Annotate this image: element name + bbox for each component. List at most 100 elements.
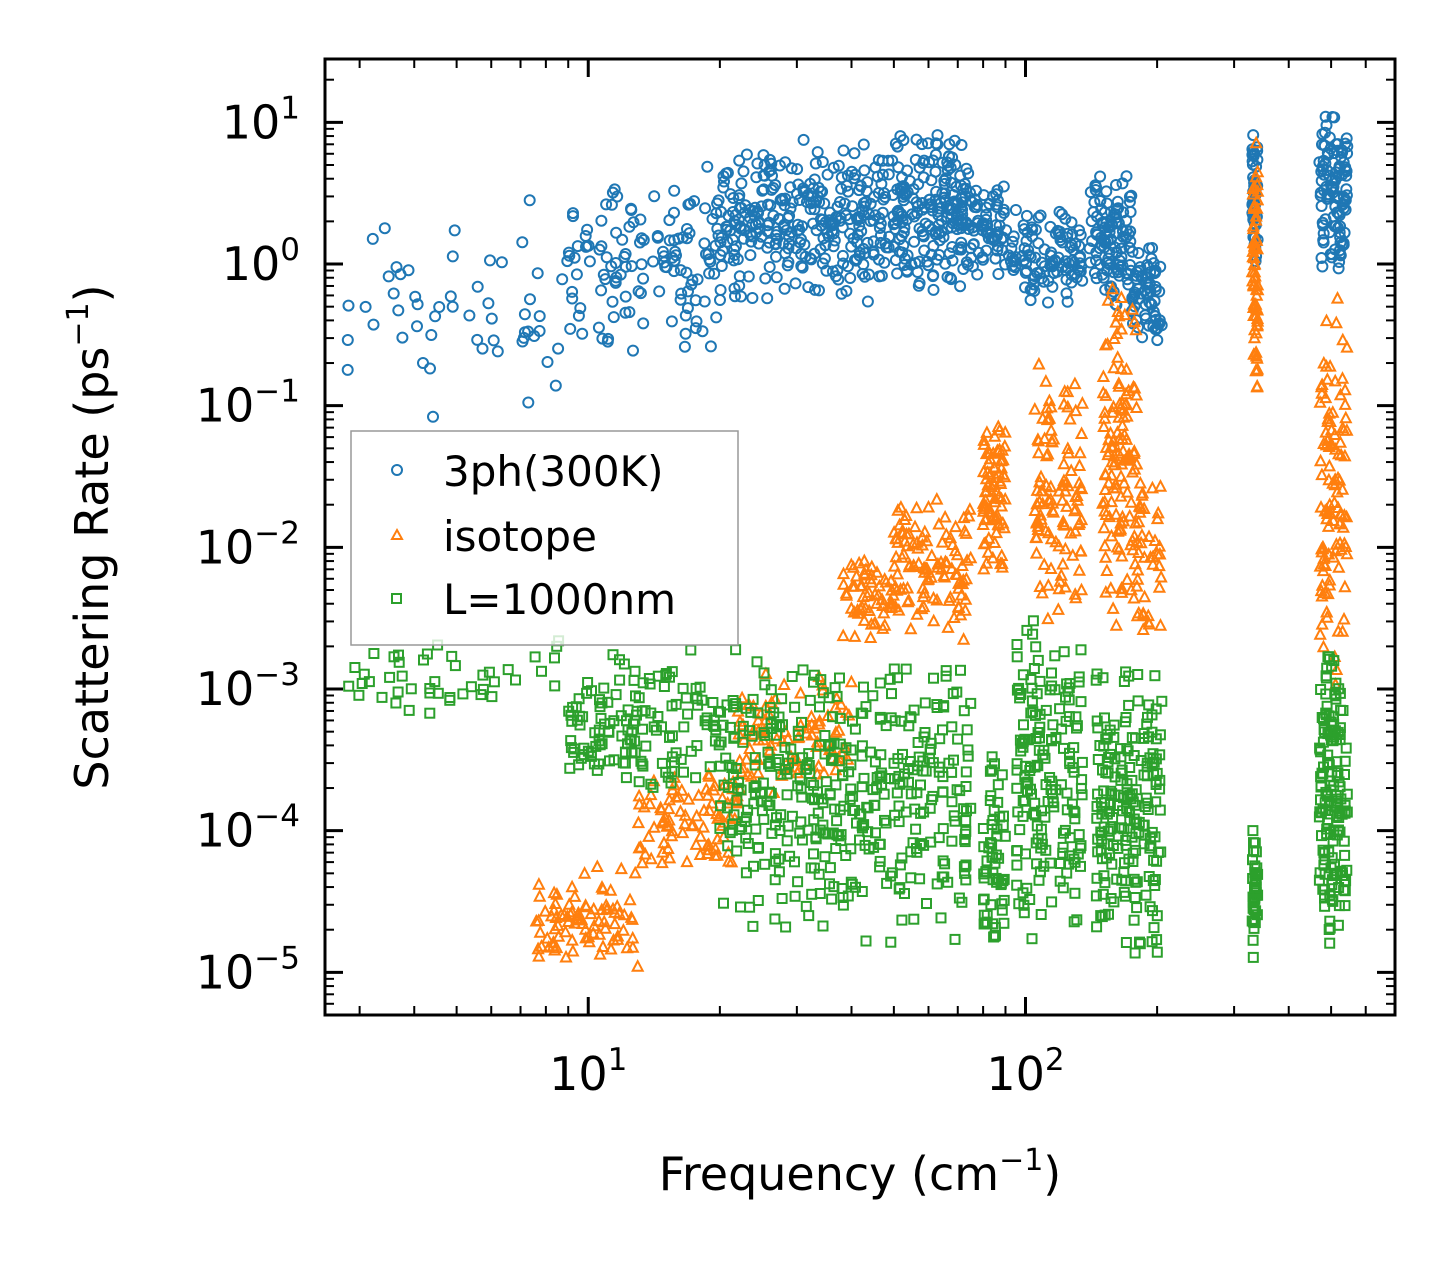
data-point [549, 652, 560, 664]
data-point [1323, 131, 1336, 144]
data-point [764, 760, 776, 772]
data-point [791, 163, 804, 176]
data-point [567, 207, 579, 220]
data-point [536, 665, 547, 677]
data-point [715, 800, 727, 812]
data-point [1143, 731, 1154, 743]
data-point [1326, 894, 1338, 906]
data-point [1014, 824, 1026, 836]
data-point [764, 695, 779, 708]
data-point [594, 694, 605, 706]
data-point [858, 164, 871, 177]
data-point [894, 524, 909, 538]
data-point [1025, 707, 1037, 719]
data-point [854, 578, 868, 592]
data-point [795, 260, 808, 272]
data-point [1143, 277, 1156, 290]
data-point [1057, 473, 1071, 486]
data-point [980, 244, 993, 257]
data-point [1096, 911, 1108, 923]
data-point [1102, 432, 1116, 446]
data-point [1116, 259, 1129, 272]
data-point [721, 802, 733, 814]
data-point [940, 555, 954, 569]
data-point [1127, 314, 1142, 328]
data-point [792, 876, 804, 888]
data-point [1064, 525, 1078, 539]
data-point [542, 939, 556, 953]
data-point [1042, 296, 1054, 309]
data-point [608, 916, 622, 930]
data-point [721, 220, 734, 233]
data-point [939, 172, 952, 185]
data-point [980, 866, 992, 878]
data-point [946, 796, 958, 808]
data-point [633, 776, 645, 788]
data-point [1041, 446, 1055, 460]
data-point [947, 688, 959, 700]
data-point [657, 835, 671, 849]
data-point [1074, 842, 1086, 854]
data-point [665, 315, 678, 328]
data-point [768, 707, 780, 719]
data-point [1333, 387, 1348, 401]
data-point [604, 883, 618, 896]
data-point [808, 862, 820, 874]
data-point [829, 725, 843, 738]
data-point [986, 550, 1000, 564]
data-point [967, 224, 980, 237]
data-point [607, 311, 620, 324]
data-point [1019, 795, 1031, 807]
data-point [900, 538, 914, 552]
data-point [1328, 220, 1341, 233]
data-point [839, 588, 854, 601]
data-point [789, 890, 801, 902]
data-point [1020, 235, 1033, 247]
data-point [1124, 495, 1138, 508]
data-point [662, 801, 676, 815]
data-point [668, 184, 681, 197]
data-point [979, 471, 994, 485]
data-point [952, 217, 965, 230]
data-point [392, 686, 404, 698]
data-point [1247, 934, 1259, 946]
data-point [658, 681, 670, 692]
data-point [392, 304, 405, 317]
data-point [1034, 209, 1047, 222]
data-point [1105, 219, 1118, 231]
data-point [827, 711, 839, 723]
data-point [635, 855, 649, 869]
data-point [836, 566, 851, 580]
data-point [996, 898, 1008, 910]
data-point [743, 741, 757, 754]
data-point [1098, 550, 1113, 563]
data-point [886, 867, 898, 879]
data-point [930, 137, 943, 150]
data-point [1133, 499, 1148, 513]
data-point [1041, 611, 1055, 625]
data-point [751, 656, 763, 668]
data-point [678, 340, 691, 353]
data-point [1111, 873, 1123, 885]
data-point [882, 154, 895, 167]
data-point [1057, 396, 1071, 410]
data-point [1249, 208, 1263, 222]
data-point [1134, 938, 1146, 950]
data-point [941, 620, 955, 633]
data-point [1323, 497, 1337, 510]
data-point [704, 761, 716, 773]
data-point [1330, 138, 1343, 151]
data-point [932, 516, 946, 530]
data-point [581, 687, 593, 699]
data-point [888, 599, 903, 613]
data-point [1060, 499, 1074, 512]
data-point [487, 334, 500, 347]
data-point [475, 689, 487, 701]
data-point [849, 568, 864, 582]
data-point [1047, 797, 1059, 809]
data-point [763, 236, 776, 249]
data-point [817, 827, 829, 839]
data-point [689, 322, 702, 335]
data-point [724, 854, 739, 868]
data-point [1337, 191, 1350, 204]
